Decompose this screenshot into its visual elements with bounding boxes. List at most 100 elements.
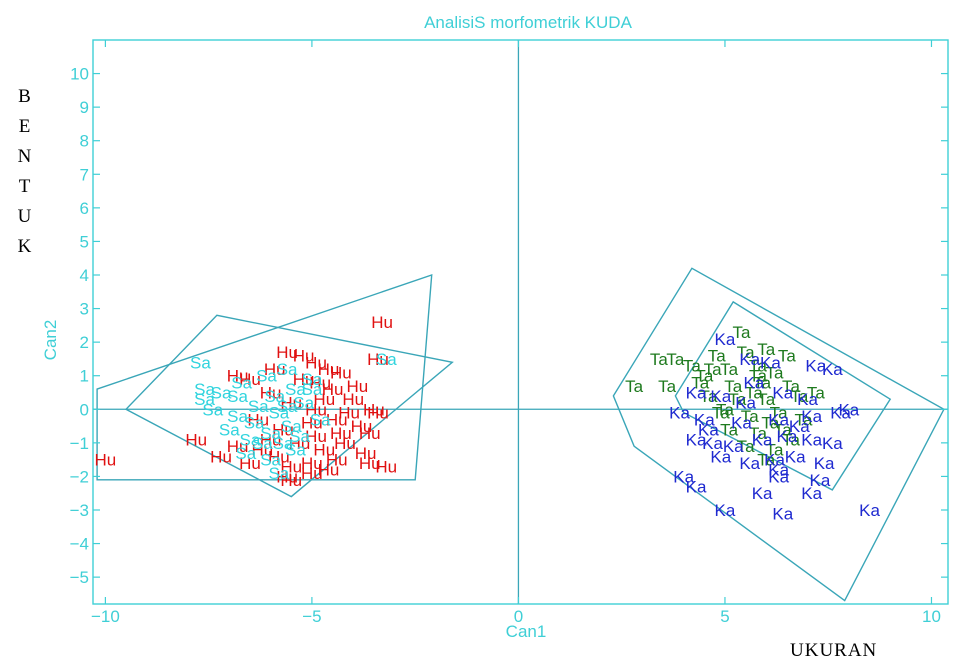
point-sa: Sa — [260, 424, 281, 443]
point-ta: Ta — [737, 437, 756, 456]
point-ka: Ka — [805, 357, 826, 376]
point-ta: Ta — [753, 373, 772, 392]
point-hu: Hu — [330, 363, 352, 382]
side-y-letter: E — [18, 116, 32, 137]
point-ta: Ta — [695, 367, 714, 386]
point-sa: Sa — [281, 417, 302, 436]
point-hu: Hu — [326, 451, 348, 470]
point-ka: Ka — [801, 431, 822, 450]
point-ta: Ta — [749, 424, 768, 443]
axis-frame — [92, 39, 949, 605]
point-sa: Sa — [227, 387, 248, 406]
group-hull — [96, 273, 433, 481]
x-tick-label: 0 — [514, 607, 523, 626]
point-hu: Hu — [313, 390, 335, 409]
point-ta: Ta — [782, 377, 801, 396]
point-ka: Ka — [673, 467, 694, 486]
x-tick-label: 10 — [922, 607, 941, 626]
point-ta: Ta — [724, 377, 743, 396]
y-tick-label: 9 — [80, 98, 89, 117]
point-sa: Sa — [376, 350, 397, 369]
point-hu: Hu — [239, 370, 261, 389]
point-ka: Ka — [768, 467, 789, 486]
point-ka: Ka — [710, 447, 731, 466]
point-hu: Hu — [272, 420, 294, 439]
point-ta: Ta — [774, 420, 793, 439]
point-hu: Hu — [260, 384, 282, 403]
point-sa: Sa — [302, 380, 323, 399]
point-ka: Ka — [797, 390, 818, 409]
point-ta: Ta — [749, 357, 768, 376]
point-ta: Ta — [790, 387, 809, 406]
point-sa: Sa — [260, 451, 281, 470]
point-ka: Ka — [789, 417, 810, 436]
point-ka: Ka — [731, 414, 752, 433]
group-hull — [124, 314, 454, 498]
point-sa: Sa — [227, 407, 248, 426]
point-hu: Hu — [280, 394, 302, 413]
point-ka: Ka — [830, 404, 851, 423]
y-tick-label: 2 — [80, 333, 89, 352]
point-ka: Ka — [822, 434, 843, 453]
point-ta: Ta — [757, 340, 776, 359]
point-ta: Ta — [778, 347, 797, 366]
point-ta: Ta — [691, 373, 710, 392]
point-sa: Sa — [256, 367, 277, 386]
point-ka: Ka — [686, 478, 707, 497]
point-ka: Ka — [814, 454, 835, 473]
group-hulls — [96, 267, 945, 602]
point-hu: Hu — [227, 437, 249, 456]
point-ka: Ka — [801, 407, 822, 426]
point-ka: Ka — [686, 384, 707, 403]
point-ta: Ta — [683, 357, 702, 376]
point-ta: Ta — [712, 404, 731, 423]
point-sa: Sa — [202, 400, 223, 419]
point-sa: Sa — [289, 427, 310, 446]
point-hu: Hu — [305, 353, 327, 372]
point-ka: Ka — [768, 461, 789, 480]
point-ta: Ta — [794, 410, 813, 429]
point-ka: Ka — [822, 360, 843, 379]
point-ka: Ka — [669, 404, 690, 423]
point-hu: Hu — [293, 370, 315, 389]
point-hu: Hu — [351, 417, 373, 436]
point-hu: Hu — [227, 367, 249, 386]
point-sa: Sa — [277, 360, 298, 379]
side-y-letter: U — [17, 206, 33, 227]
point-hu: Hu — [359, 424, 381, 443]
point-ka: Ka — [698, 420, 719, 439]
point-sa: Sa — [231, 373, 252, 392]
point-hu: Hu — [239, 454, 261, 473]
point-ka: Ka — [710, 387, 731, 406]
y-tick-label: 4 — [80, 266, 89, 285]
point-ta: Ta — [704, 360, 723, 379]
point-ka: Ka — [752, 431, 773, 450]
y-tick-label: 3 — [80, 300, 89, 319]
point-ka: Ka — [739, 454, 760, 473]
point-sa: Sa — [248, 397, 269, 416]
point-hu: Hu — [301, 464, 323, 483]
point-ka: Ka — [859, 501, 880, 520]
group-hull — [674, 300, 892, 491]
point-hu: Hu — [185, 431, 207, 450]
side-y-letter: T — [18, 176, 32, 197]
point-sa: Sa — [302, 370, 323, 389]
point-ta: Ta — [766, 363, 785, 382]
point-hu: Hu — [318, 360, 340, 379]
point-sa: Sa — [211, 384, 232, 403]
point-hu: Hu — [210, 447, 232, 466]
point-sa: Sa — [268, 464, 289, 483]
point-ta: Ta — [757, 451, 776, 470]
point-hu: Hu — [322, 380, 344, 399]
point-hu: Hu — [289, 434, 311, 453]
group-hull — [612, 267, 945, 602]
point-ta: Ta — [650, 350, 669, 369]
y-tick-label: 7 — [80, 165, 89, 184]
point-hu: Hu — [280, 471, 302, 490]
point-sa: Sa — [190, 353, 211, 372]
point-hu: Hu — [371, 313, 393, 332]
side-y-letter: K — [17, 236, 33, 257]
side-y-letter: B — [18, 86, 32, 107]
point-ka: Ka — [838, 400, 859, 419]
